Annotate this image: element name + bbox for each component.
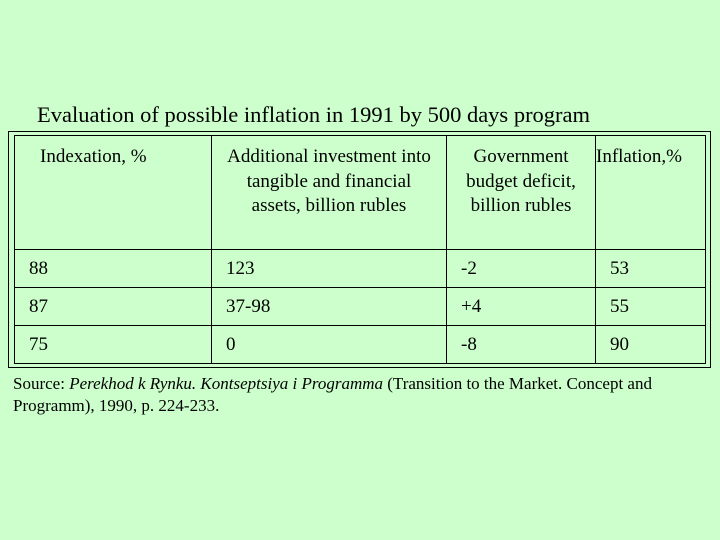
table-outer-frame — [8, 131, 711, 368]
cell-inflation: 90 — [595, 325, 706, 364]
source-citation: Source: Perekhod k Rynku. Kontseptsiya i… — [13, 373, 713, 417]
cell-investment: 37-98 — [211, 287, 447, 326]
cell-deficit: +4 — [446, 287, 596, 326]
header-inflation: Inflation,% — [595, 135, 706, 250]
header-budget-deficit: Government budget deficit, billion ruble… — [446, 135, 596, 250]
table-row: 75 0 -8 90 — [14, 325, 706, 364]
table-header-row: Indexation, % Additional investment into… — [14, 135, 706, 250]
cell-investment: 0 — [211, 325, 447, 364]
cell-inflation: 55 — [595, 287, 706, 326]
cell-indexation: 88 — [14, 249, 212, 288]
table-row: 87 37-98 +4 55 — [14, 287, 706, 326]
cell-deficit: -2 — [446, 249, 596, 288]
cell-inflation: 53 — [595, 249, 706, 288]
cell-indexation: 87 — [14, 287, 212, 326]
source-suffix: (Transition to the Market. Concept and P… — [13, 374, 652, 415]
source-book-title: Perekhod k Rynku. Kontseptsiya i Program… — [69, 374, 383, 393]
cell-investment: 123 — [211, 249, 447, 288]
cell-indexation: 75 — [14, 325, 212, 364]
inflation-table: Indexation, % Additional investment into… — [14, 135, 706, 364]
source-prefix: Source: — [13, 374, 70, 393]
header-additional-investment: Additional investment into tangible and … — [211, 135, 447, 250]
header-indexation: Indexation, % — [14, 135, 212, 250]
table-row: 88 123 -2 53 — [14, 249, 706, 288]
cell-deficit: -8 — [446, 325, 596, 364]
slide-title: Evaluation of possible inflation in 1991… — [37, 102, 591, 127]
